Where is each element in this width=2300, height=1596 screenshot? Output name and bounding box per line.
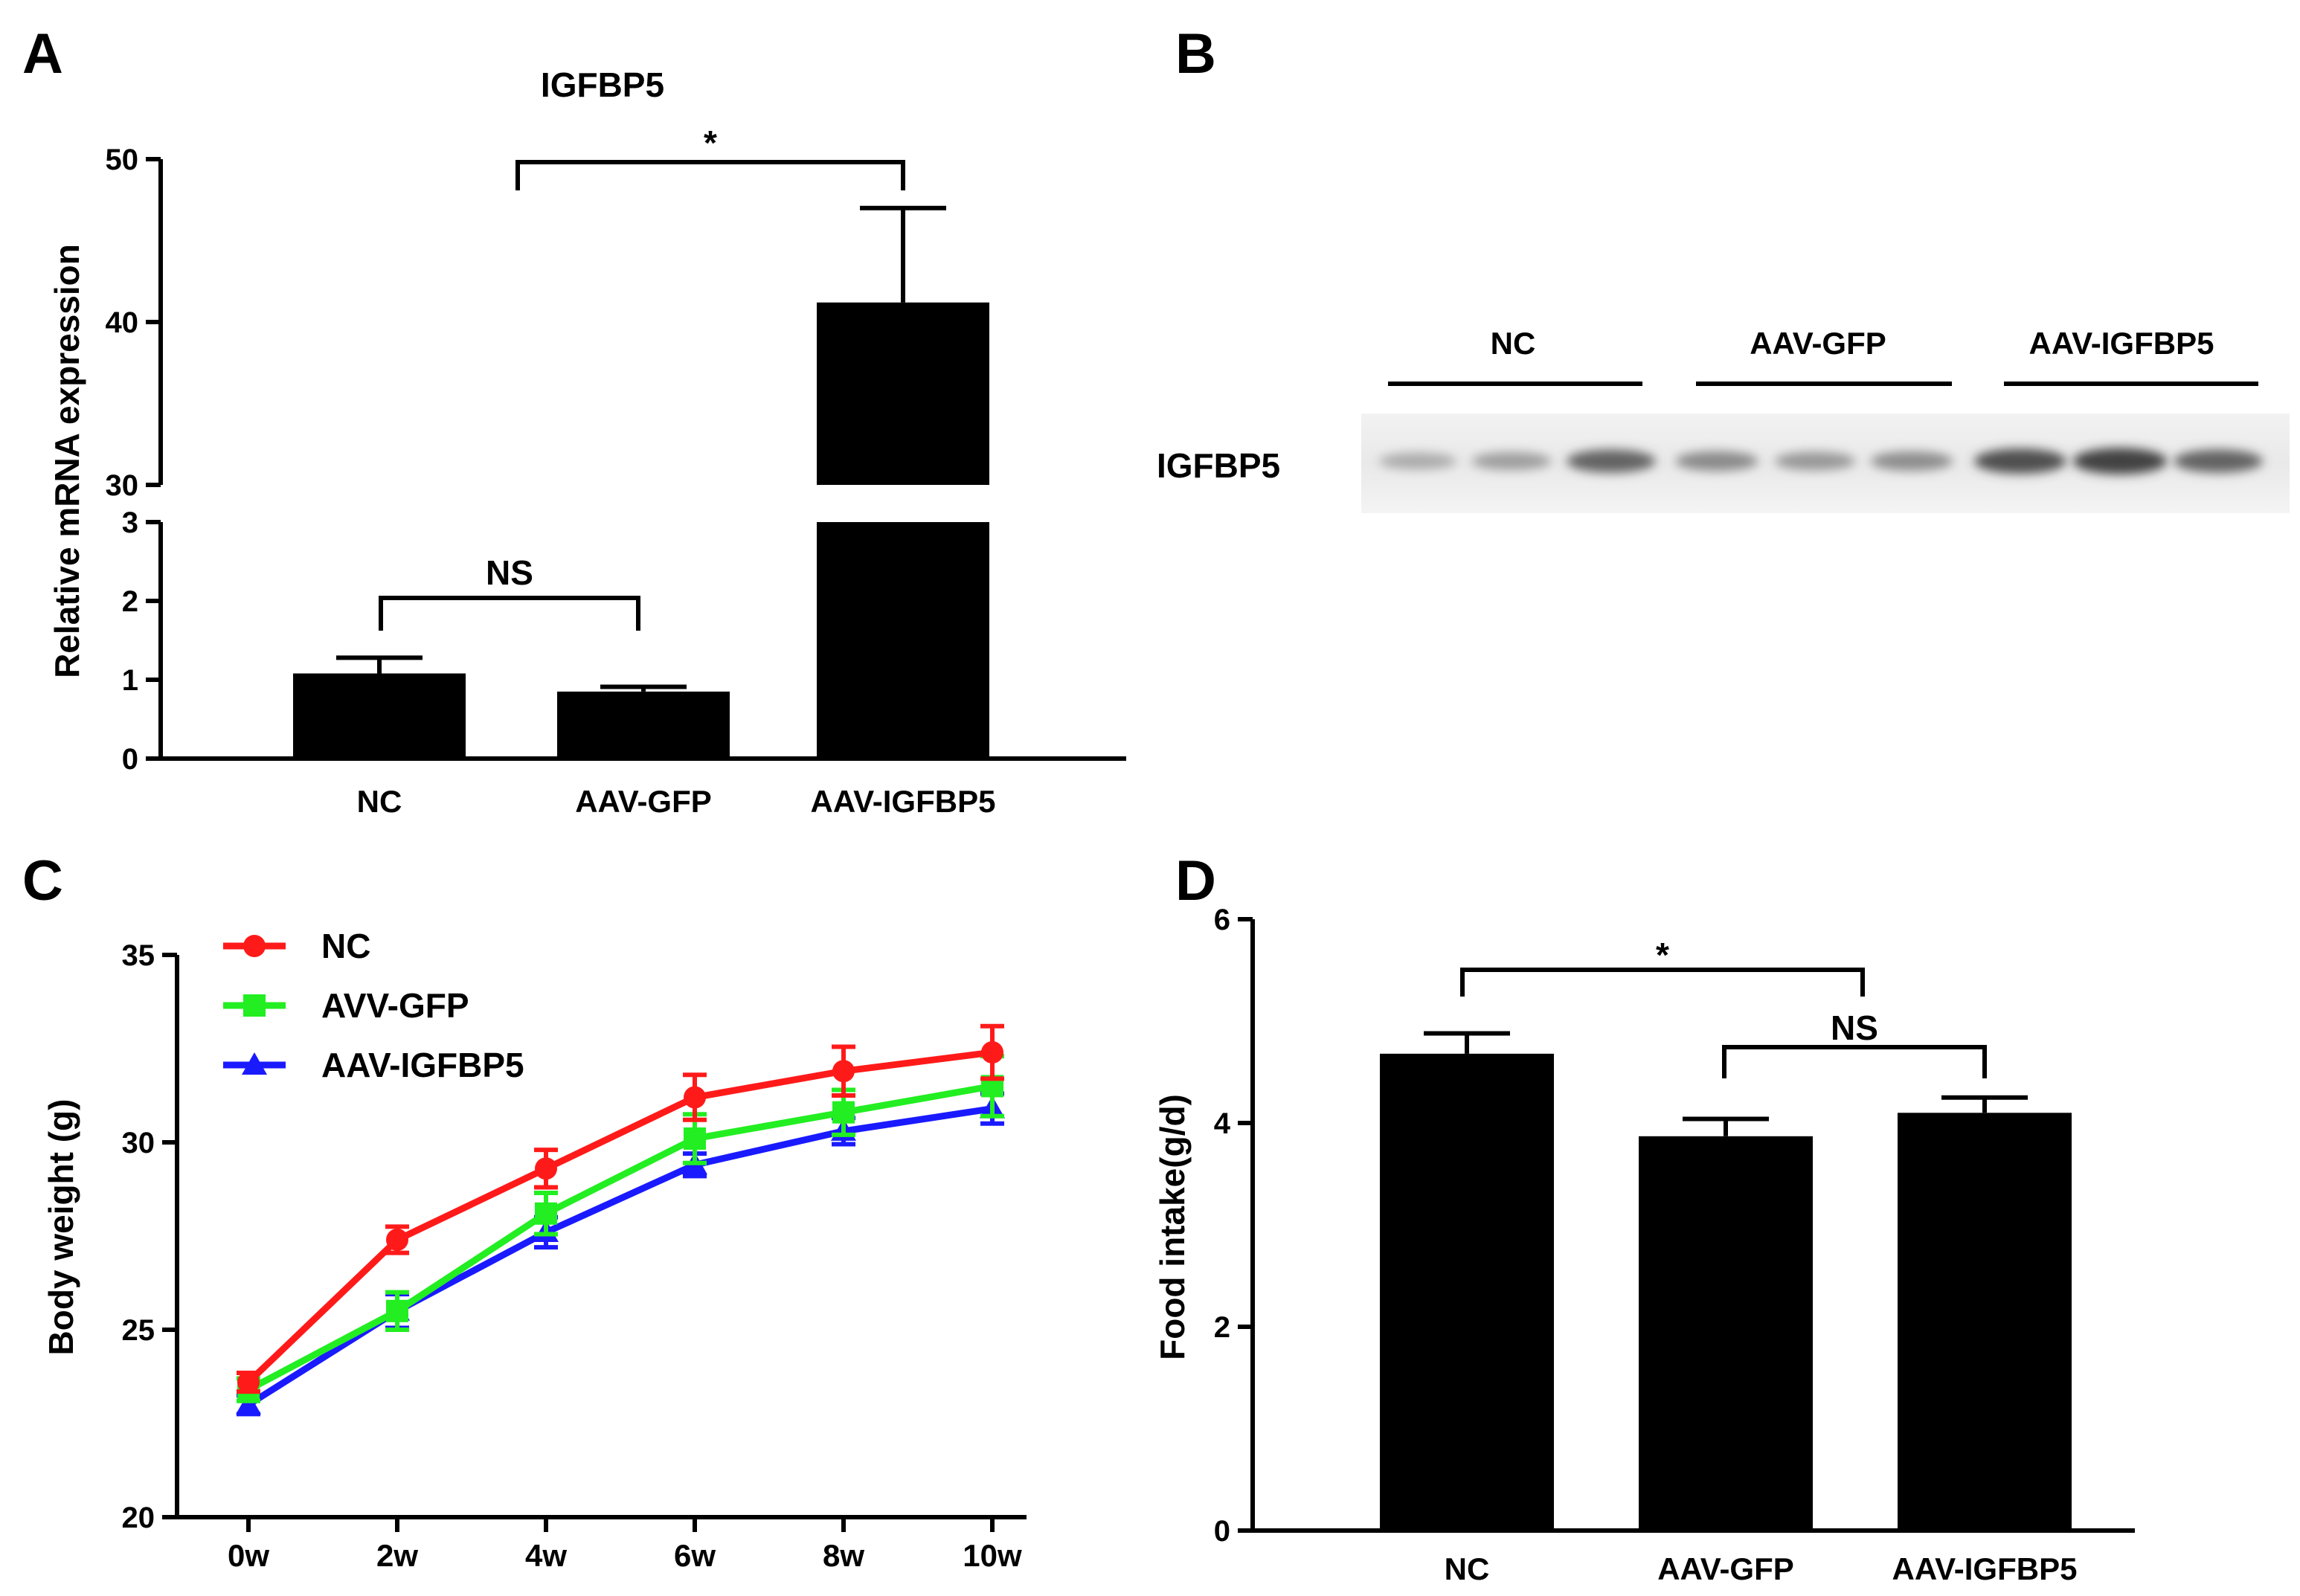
panel-a-bracket-0 — [379, 596, 640, 631]
panel-d-bar-aav-igfbp5 — [1898, 1113, 2072, 1531]
panel-a-errorbar-aav-igfbp5 — [860, 205, 946, 303]
panel-a-ylabel: Relative mRNA expression — [48, 244, 86, 678]
panel-a-ytick-label-2: 2 — [122, 585, 138, 618]
panel-c-point-nc-8w — [832, 1060, 855, 1083]
blot-band-lane-7 — [1974, 448, 2066, 474]
panel-d-xtick-label-aav-igfbp5: AAV-IGFBP5 — [1892, 1551, 2078, 1586]
panel-c-ytick-label-35: 35 — [122, 939, 155, 972]
legend-marker-aav-igfbp5 — [242, 1052, 267, 1075]
panel-d-ylabel: Food intake(g/d) — [1153, 1094, 1192, 1360]
panel-c-line-chart: Body weight (g) 20 25 30 35 0w 2w 4w 6w 8w 10w NC A… — [42, 927, 1027, 1573]
panel-a-xtick-label-aav-gfp: AAV-GFP — [575, 784, 712, 819]
panel-d-bracket-label-1: NS — [1831, 1008, 1878, 1047]
panel-a-ytick-label-0: 0 — [122, 743, 138, 776]
panel-a-bar-chart: IGFBP5 Relative mRNA expression 0 1 2 3 30 40… — [48, 65, 1126, 819]
legend-label-aav-igfbp5: AAV-IGFBP5 — [321, 1046, 524, 1084]
panel-letter-b: B — [1175, 22, 1216, 86]
panel-b-western-blot: IGFBP5 NC AAV-GFP AAV-IGFBP5 — [1157, 326, 2290, 513]
panel-c-point-nc-0w — [237, 1371, 260, 1394]
panel-a-xtick-label-nc: NC — [357, 784, 402, 819]
panel-a-ytick-label-40: 40 — [106, 306, 139, 339]
panel-a-title: IGFBP5 — [541, 65, 664, 104]
panel-a-errorbar-nc — [336, 655, 423, 674]
panel-c-point-nc-6w — [684, 1086, 706, 1109]
panel-c-point-avv-gfp-4w — [535, 1202, 557, 1225]
blot-group-label-nc: NC — [1491, 326, 1536, 361]
blot-band-lane-9 — [2174, 449, 2263, 473]
panel-a-bracket-1 — [515, 160, 905, 190]
blot-group-label-aav-gfp: AAV-GFP — [1750, 326, 1886, 361]
panel-letter-a: A — [22, 22, 63, 86]
panel-d-errorbar-aav-gfp — [1683, 1116, 1769, 1136]
panel-c-xtick-label-8w: 8w — [823, 1538, 864, 1573]
legend-label-avv-gfp: AVV-GFP — [321, 986, 469, 1025]
blot-row-label: IGFBP5 — [1157, 446, 1280, 485]
panel-a-bracket-label-1: * — [704, 123, 717, 162]
blot-band-lane-8 — [2072, 448, 2168, 474]
panel-d-ytick-label-0: 0 — [1214, 1515, 1230, 1548]
blot-bands — [1378, 448, 2263, 474]
blot-band-lane-2 — [1471, 452, 1552, 470]
panel-c-point-avv-gfp-8w — [832, 1101, 855, 1124]
panel-c-point-aav-igfbp5-0w — [236, 1391, 261, 1415]
panel-c-line-nc — [245, 1049, 993, 1385]
panel-c-ytick-label-30: 30 — [122, 1127, 155, 1159]
panel-c-xtick-label-4w: 4w — [525, 1538, 567, 1573]
panel-letter-d: D — [1175, 849, 1216, 913]
panel-a-bracket-label-0: NS — [486, 553, 533, 592]
legend-marker-nc — [243, 935, 266, 957]
panel-d-ytick-label-6: 6 — [1214, 904, 1230, 936]
panel-c-point-nc-10w — [981, 1041, 1003, 1064]
panel-d-xtick-label-aav-gfp: AAV-GFP — [1657, 1551, 1794, 1586]
panel-letter-c: C — [22, 849, 63, 913]
panel-a-ytick-label-50: 50 — [106, 144, 139, 176]
blot-band-lane-4 — [1675, 451, 1758, 472]
panel-a-ytick-label-3: 3 — [122, 506, 138, 539]
panel-a-ytick-label-30: 30 — [106, 469, 139, 502]
blot-band-lane-6 — [1870, 451, 1953, 472]
panel-d-errorbar-aav-igfbp5 — [1941, 1095, 2028, 1113]
panel-a-xtick-label-aav-igfbp5: AAV-IGFBP5 — [811, 784, 996, 819]
panel-c-ytick-label-20: 20 — [122, 1502, 155, 1534]
blot-band-lane-3 — [1567, 449, 1656, 473]
blot-group-label-aav-igfbp5: AAV-IGFBP5 — [2029, 326, 2214, 361]
panel-d-bracket-1 — [1722, 1045, 1987, 1078]
panel-c-line-aav-igfbp5 — [246, 1105, 993, 1408]
panel-d-ytick-label-2: 2 — [1214, 1311, 1230, 1344]
panel-d-bracket-0 — [1460, 968, 1865, 997]
panel-a-bar-aav-igfbp5-lower — [817, 522, 989, 759]
panel-c-xtick-label-0w: 0w — [228, 1538, 269, 1573]
panel-d-bracket-label-0: * — [1656, 936, 1669, 974]
panel-a-ytick-label-1: 1 — [122, 664, 138, 697]
panel-d-bar-chart: Food intake(g/d) 0 2 4 6 NC AAV-GFP AAV-IGFBP5… — [1153, 904, 2135, 1586]
panel-d-ytick-label-4: 4 — [1214, 1107, 1231, 1140]
panel-a-bar-nc — [293, 673, 466, 759]
panel-a-bar-aav-igfbp5-upper — [817, 302, 989, 485]
panel-c-line-avv-gfp — [246, 1082, 993, 1393]
panel-c-ylabel: Body weight (g) — [42, 1099, 80, 1356]
panel-c-xtick-label-10w: 10w — [963, 1538, 1022, 1573]
panel-d-errorbar-nc — [1424, 1031, 1510, 1054]
panel-c-point-avv-gfp-6w — [684, 1127, 706, 1150]
panel-c-xtick-label-6w: 6w — [674, 1538, 716, 1573]
blot-band-lane-5 — [1774, 451, 1856, 471]
panel-c-point-avv-gfp-2w — [386, 1299, 408, 1322]
panel-c-xtick-label-2w: 2w — [376, 1538, 418, 1573]
panel-d-bar-aav-gfp — [1639, 1136, 1813, 1531]
panel-a-errorbar-aav-gfp — [600, 684, 687, 692]
panel-c-point-nc-4w — [535, 1157, 557, 1180]
legend-marker-avv-gfp — [243, 994, 266, 1017]
blot-band-lane-1 — [1378, 452, 1457, 470]
panel-d-bar-nc — [1380, 1053, 1554, 1531]
panel-c-ytick-label-25: 25 — [122, 1314, 155, 1347]
legend-label-nc: NC — [321, 927, 370, 965]
panel-a-bar-aav-gfp — [557, 691, 730, 759]
panel-d-xtick-label-nc: NC — [1445, 1551, 1490, 1586]
panel-c-point-nc-2w — [386, 1229, 408, 1252]
